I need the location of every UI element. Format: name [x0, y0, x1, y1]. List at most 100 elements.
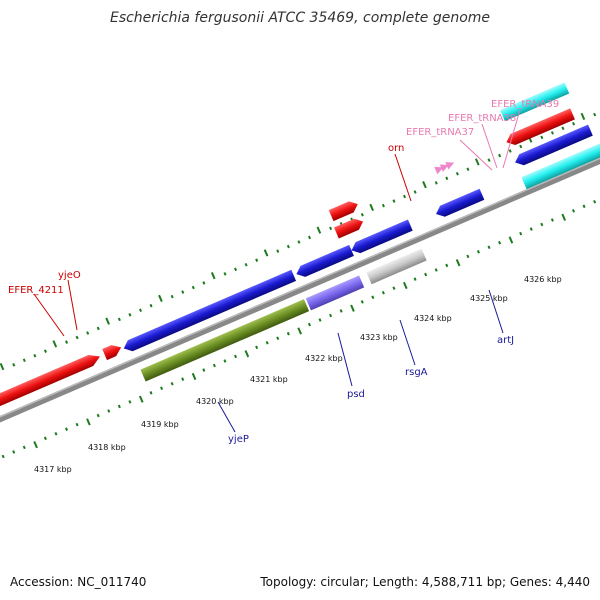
tick-mark: [329, 313, 333, 318]
tick-mark: [117, 404, 121, 409]
tick-mark: [191, 372, 197, 381]
tick-mark: [276, 336, 280, 341]
tick-mark: [54, 431, 58, 436]
gene-blue-2[interactable]: [294, 244, 354, 280]
label-yjep[interactable]: yjeP: [228, 434, 249, 445]
gene-blue-3[interactable]: [349, 219, 413, 256]
gene-blue-far-right[interactable]: [513, 124, 593, 168]
label-artj[interactable]: artJ: [497, 335, 514, 346]
label-trna37[interactable]: EFER_tRNA37: [406, 127, 474, 138]
tick-mark: [307, 322, 311, 327]
tick-mark: [202, 281, 206, 285]
tick-mark: [529, 227, 533, 231]
tick-mark: [138, 395, 144, 403]
tick-mark: [65, 427, 69, 431]
lower-tick-track: [1, 199, 597, 459]
gene-artj-arrow[interactable]: [434, 188, 485, 220]
gene-yjep-olive[interactable]: [140, 299, 310, 382]
tick-mark: [286, 244, 290, 249]
tick-mark: [265, 341, 269, 345]
label-yjeo[interactable]: yjeO: [58, 270, 81, 281]
tick-mark: [128, 400, 132, 404]
tick-mark: [519, 144, 523, 149]
tick-mark: [22, 358, 26, 363]
tick-mark: [255, 258, 259, 262]
tick-mark: [286, 331, 290, 336]
tick-mark: [202, 368, 206, 372]
tick-mark: [571, 209, 576, 213]
tick-mark: [550, 218, 554, 222]
gene-psd-purple[interactable]: [305, 275, 365, 311]
tick-mark: [422, 181, 427, 189]
tick-mark: [297, 240, 301, 244]
tick-mark: [307, 235, 312, 240]
gene-cyan-far-right[interactable]: [521, 141, 600, 190]
gene-rsga-gray[interactable]: [366, 248, 427, 285]
gene-blue-forward-far[interactable]: [504, 108, 575, 148]
kbp-label: 4319 kbp: [141, 420, 179, 429]
tick-mark: [455, 172, 459, 176]
trna-arrows[interactable]: [434, 159, 456, 175]
label-psd[interactable]: psd: [347, 389, 365, 400]
tick-mark: [572, 121, 576, 126]
tick-mark: [12, 363, 16, 367]
tick-mark: [43, 349, 47, 353]
tick-mark: [593, 199, 597, 204]
tick-mark: [244, 350, 250, 358]
tick-mark: [424, 272, 428, 277]
tick-mark: [455, 259, 461, 267]
tick-mark: [316, 226, 322, 234]
tick-mark: [244, 262, 248, 267]
tick-mark: [371, 295, 375, 300]
tick-mark: [107, 409, 111, 413]
tick-mark: [86, 331, 90, 335]
tick-mark: [519, 231, 523, 236]
tick-mark: [487, 158, 491, 162]
map-title: Escherichia fergusonii ATCC 35469, compl…: [109, 10, 491, 26]
tick-mark: [181, 377, 185, 381]
leader-lines: [33, 109, 521, 433]
tick-mark: [234, 267, 238, 272]
tick-mark: [0, 363, 5, 371]
kbp-label: 4318 kbp: [88, 443, 126, 452]
tick-mark: [234, 354, 238, 359]
tick-mark: [381, 290, 385, 295]
tick-mark: [392, 286, 396, 290]
gene-efer-4211-arrow[interactable]: [0, 351, 102, 446]
gene-orn-arrow-2[interactable]: [334, 216, 365, 239]
tick-mark: [128, 313, 132, 317]
label-rsga[interactable]: rsgA: [405, 367, 428, 378]
gene-orn-arrow-1[interactable]: [328, 199, 360, 222]
tick-mark: [149, 303, 153, 308]
kbp-label: 4322 kbp: [305, 354, 343, 363]
label-trna38[interactable]: EFER_tRNA38: [448, 113, 516, 124]
tick-mark: [65, 340, 69, 344]
tick-mark: [508, 149, 512, 153]
tick-mark: [33, 353, 37, 358]
tick-mark: [191, 285, 195, 290]
tick-mark: [474, 158, 480, 166]
tick-mark: [160, 386, 164, 391]
tick-mark: [540, 222, 544, 227]
kbp-label: 4321 kbp: [250, 375, 288, 384]
tick-mark: [75, 422, 79, 427]
tick-mark: [498, 153, 502, 158]
tick-mark: [33, 441, 38, 449]
tick-mark: [276, 249, 280, 253]
label-efer-4211[interactable]: EFER_4211: [8, 285, 64, 296]
tick-mark: [360, 212, 364, 217]
tick-mark: [561, 126, 565, 131]
gene-yjep-arrow[interactable]: [121, 269, 297, 354]
tick-mark: [75, 335, 79, 340]
label-trna39[interactable]: EFER_tRNA39: [491, 99, 559, 110]
gene-yjeo-arrow[interactable]: [102, 342, 123, 361]
tick-mark: [212, 363, 216, 368]
tick-mark: [402, 281, 408, 290]
tick-mark: [12, 450, 16, 454]
tick-mark: [105, 317, 110, 325]
kbp-labels: 4317 kbp 4318 kbp 4319 kbp 4320 kbp 4321…: [34, 275, 562, 474]
tick-mark: [582, 204, 586, 209]
label-orn[interactable]: orn: [388, 143, 404, 154]
gene-cyan-top[interactable]: [500, 82, 570, 122]
